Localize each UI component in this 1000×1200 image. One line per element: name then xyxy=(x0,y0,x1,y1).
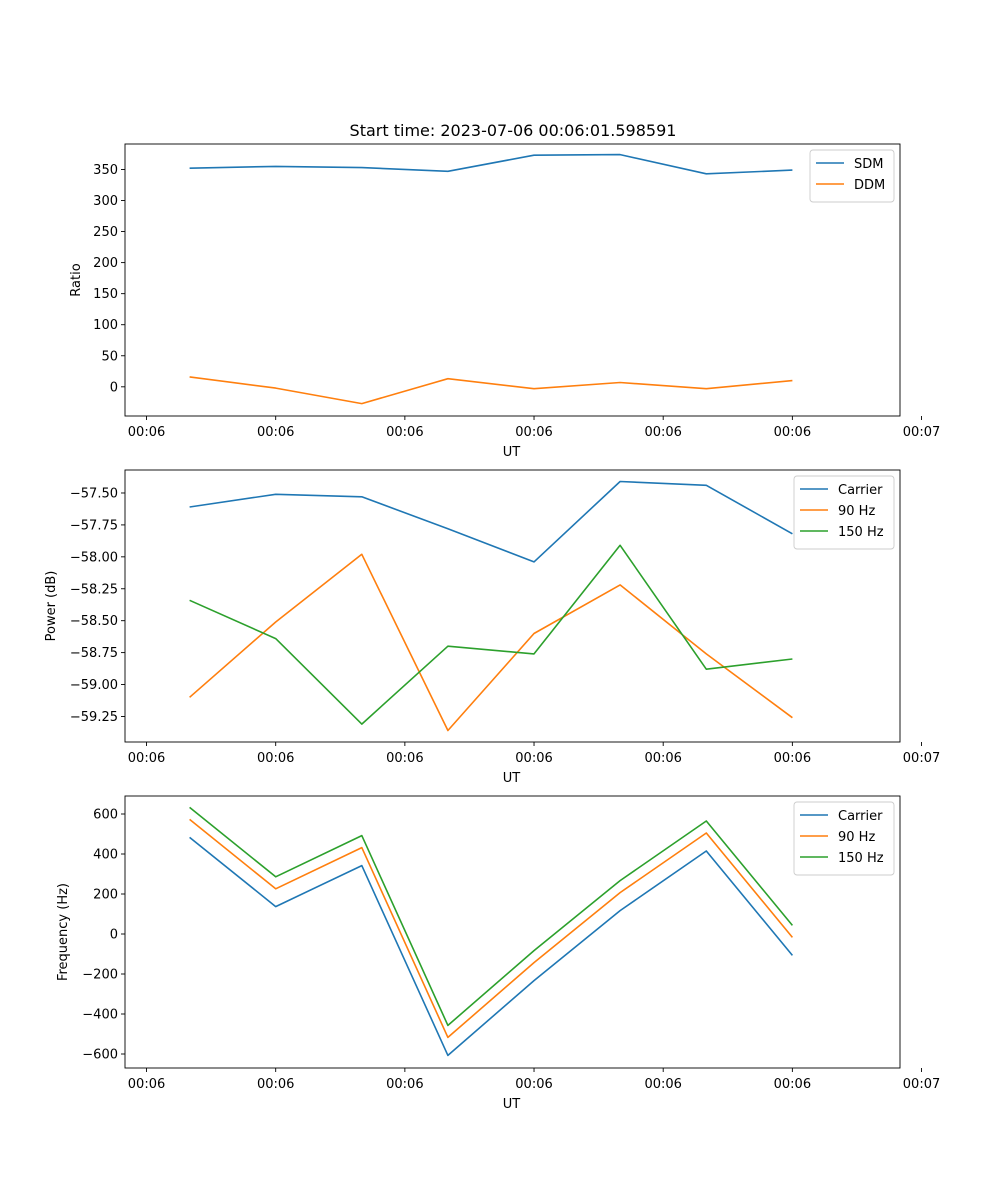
chart-2-series-carrier xyxy=(189,480,793,563)
chart-1-y-tick-label: 300 xyxy=(93,194,118,209)
chart-3-y-tick-label: 400 xyxy=(93,848,118,863)
chart-3-x-tick-label: 00:06 xyxy=(257,1077,294,1092)
chart-2-series-150-hz xyxy=(189,544,793,725)
chart-2-series-90-hz xyxy=(189,553,793,732)
chart-1-y-tick-label: 250 xyxy=(93,225,118,240)
chart-2-legend-label: Carrier xyxy=(838,483,883,498)
chart-2-legend-label: 90 Hz xyxy=(838,504,875,519)
chart-2-y-tick-label: −57.50 xyxy=(70,486,118,501)
chart-2-x-tick-label: 00:06 xyxy=(128,751,165,766)
chart-3-x-tick-label: 00:06 xyxy=(128,1077,165,1092)
chart-3-y-tick-label: 600 xyxy=(93,808,118,823)
chart-2-x-tick-label: 00:06 xyxy=(386,751,423,766)
chart-3-y-tick-label: −200 xyxy=(82,968,118,983)
chart-1-legend-label: SDM xyxy=(854,157,883,172)
chart-1-y-tick-label: 100 xyxy=(93,318,118,333)
chart-3-x-tick-label: 00:06 xyxy=(515,1077,552,1092)
chart-1-x-tick-label: 00:06 xyxy=(386,425,423,440)
chart-3-x-axis-label: UT xyxy=(503,1097,521,1112)
chart-3-x-tick-label: 00:06 xyxy=(774,1077,811,1092)
chart-1-series-sdm xyxy=(189,153,793,175)
chart-2-y-tick-label: −58.50 xyxy=(70,614,118,629)
chart-3-y-tick-label: −400 xyxy=(82,1008,118,1023)
chart-3: 00:06 00:06 00:06 00:06 00:06 00:06 00:07 −600 −… xyxy=(56,795,940,1112)
chart-3-axes-frame xyxy=(124,795,901,1069)
chart-1-x-tick-label: 00:06 xyxy=(644,425,681,440)
chart-3-y-tick-label: 0 xyxy=(110,928,118,943)
chart-1-x-tick-label: 00:06 xyxy=(515,425,552,440)
chart-2-axes-frame xyxy=(124,469,901,743)
chart-1: 00:06 00:06 00:06 00:06 00:06 00:06 00:07 0 50 10… xyxy=(69,143,940,460)
chart-2-y-tick-label: −58.25 xyxy=(70,582,118,597)
chart-1-y-tick-label: 0 xyxy=(110,380,118,395)
chart-1-y-tick-label: 150 xyxy=(93,287,118,302)
chart-1-y-axis-label: Ratio xyxy=(69,263,84,296)
chart-2-x-tick-label: 00:06 xyxy=(644,751,681,766)
chart-3-y-axis-label: Frequency (Hz) xyxy=(56,883,71,981)
chart-2-y-tick-label: −59.00 xyxy=(70,678,118,693)
chart-1-x-tick-label: 00:06 xyxy=(257,425,294,440)
figure-title: Start time: 2023-07-06 00:06:01.598591 xyxy=(350,121,677,140)
chart-3-legend-label: 90 Hz xyxy=(838,830,875,845)
chart-1-x-axis-label: UT xyxy=(503,445,521,460)
chart-2-y-tick-label: −57.75 xyxy=(70,518,118,533)
chart-1-x-tick-label: 00:07 xyxy=(903,425,940,440)
chart-2-y-axis-label: Power (dB) xyxy=(44,571,59,642)
chart-2-legend-label: 150 Hz xyxy=(838,525,884,540)
chart-1-series-ddm xyxy=(189,376,793,405)
chart-3-legend-label: 150 Hz xyxy=(838,851,884,866)
chart-1-y-tick-label: 200 xyxy=(93,256,118,271)
chart-1-x-tick-label: 00:06 xyxy=(774,425,811,440)
chart-2-x-tick-label: 00:06 xyxy=(774,751,811,766)
chart-2-y-tick-label: −59.25 xyxy=(70,710,118,725)
chart-2: 00:06 00:06 00:06 00:06 00:06 00:06 00:07 −59.2… xyxy=(44,469,940,786)
chart-3-x-tick-label: 00:06 xyxy=(386,1077,423,1092)
chart-2-x-axis-label: UT xyxy=(503,771,521,786)
chart-1-legend-label: DDM xyxy=(854,178,885,193)
chart-3-x-tick-label: 00:06 xyxy=(644,1077,681,1092)
chart-2-x-tick-label: 00:06 xyxy=(257,751,294,766)
chart-1-x-tick-label: 00:06 xyxy=(128,425,165,440)
chart-2-y-tick-label: −58.75 xyxy=(70,646,118,661)
chart-1-axes-frame xyxy=(124,143,901,417)
chart-3-y-tick-label: 200 xyxy=(93,888,118,903)
chart-3-series-90-hz xyxy=(189,818,794,1039)
chart-3-series-150-hz xyxy=(189,806,794,1027)
chart-1-y-tick-label: 350 xyxy=(93,163,118,178)
chart-3-legend-label: Carrier xyxy=(838,809,883,824)
chart-2-x-tick-label: 00:07 xyxy=(903,751,940,766)
chart-3-x-tick-label: 00:07 xyxy=(903,1077,940,1092)
chart-2-x-tick-label: 00:06 xyxy=(515,751,552,766)
chart-2-y-tick-label: −58.00 xyxy=(70,550,118,565)
chart-1-y-tick-label: 50 xyxy=(101,349,118,364)
chart-3-series-carrier xyxy=(189,836,794,1057)
chart-3-y-tick-label: −600 xyxy=(82,1048,118,1063)
